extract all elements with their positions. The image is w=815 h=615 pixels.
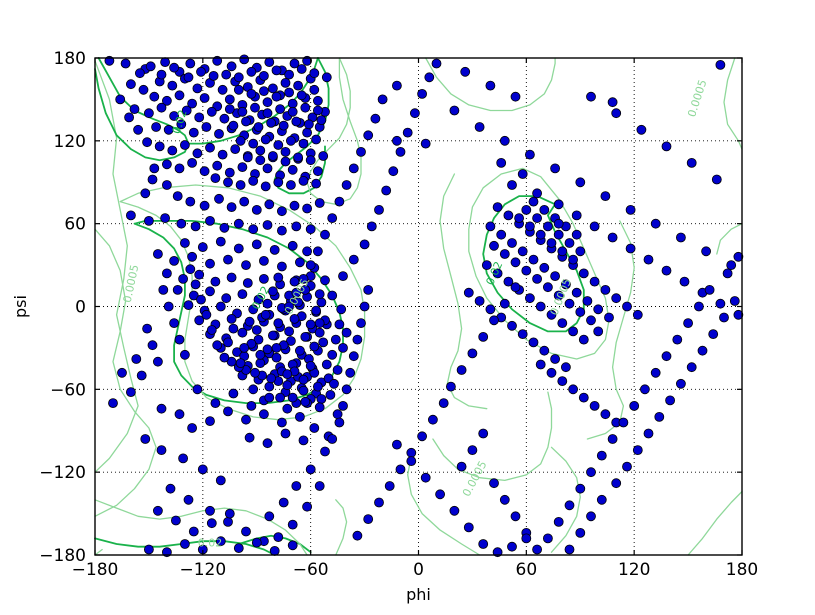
scatter-points [104, 54, 744, 558]
axis-tick-labels: −180 −120 −60 0 60 120 180 −180 −120 −60 0 60 120 180 [39, 49, 758, 580]
svg-text:60: 60 [64, 215, 86, 235]
y-axis-title: psi [11, 295, 30, 318]
x-axis-title: phi [406, 585, 431, 604]
svg-text:0: 0 [413, 560, 424, 580]
svg-text:180: 180 [726, 560, 758, 580]
svg-text:−120: −120 [39, 463, 86, 483]
svg-text:−180: −180 [72, 560, 119, 580]
axis-ticks [94, 57, 743, 556]
svg-text:0: 0 [75, 298, 86, 318]
svg-text:−60: −60 [293, 560, 329, 580]
svg-text:−60: −60 [50, 380, 86, 400]
svg-text:−180: −180 [39, 546, 86, 566]
svg-text:60: 60 [516, 560, 538, 580]
svg-text:120: 120 [54, 132, 86, 152]
svg-text:−120: −120 [179, 560, 226, 580]
svg-text:120: 120 [618, 560, 650, 580]
svg-text:180: 180 [54, 49, 86, 69]
svg-text:0.02: 0.02 [198, 537, 223, 550]
